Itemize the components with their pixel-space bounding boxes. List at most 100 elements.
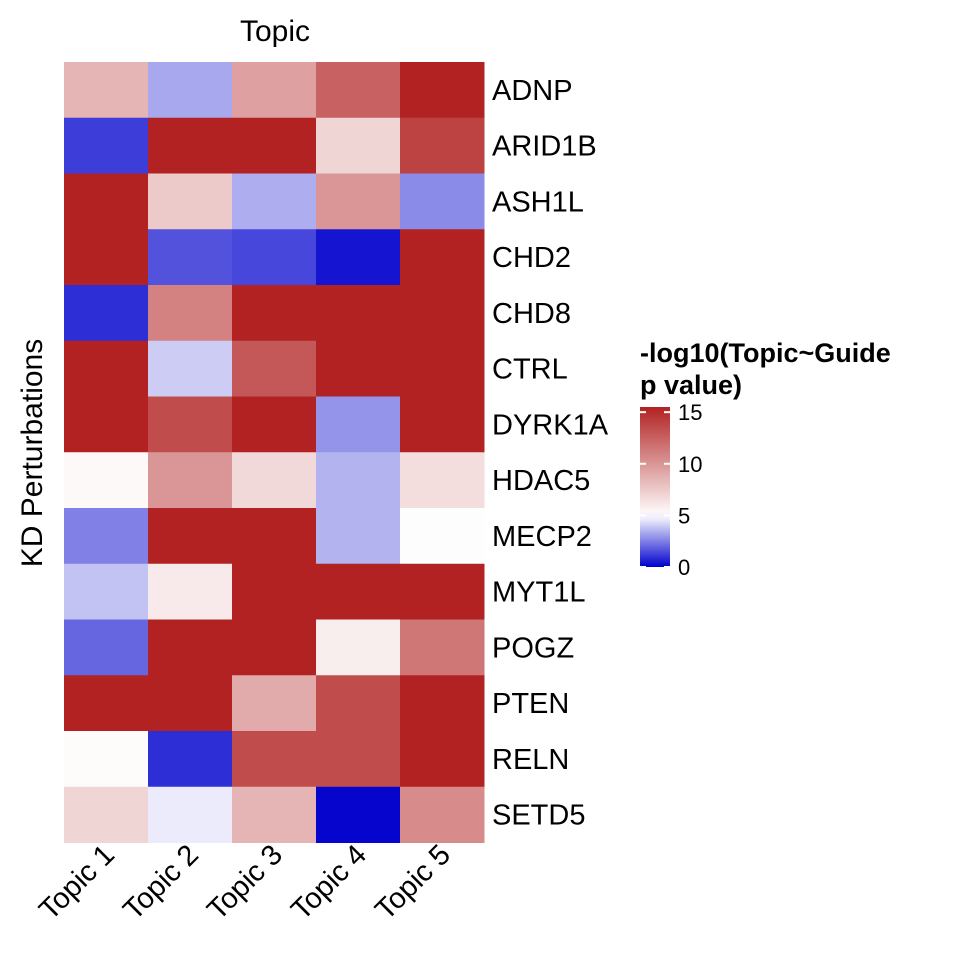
row-label: MECP2 — [492, 521, 592, 553]
legend-tick-label: 10 — [678, 452, 702, 477]
heatmap-cell — [64, 731, 149, 788]
y-axis-title: KD Perturbations — [16, 339, 49, 567]
heatmap-cell — [400, 117, 485, 174]
heatmap-cell — [232, 508, 317, 565]
column-label: Topic 5 — [369, 839, 457, 927]
heatmap-cell — [316, 396, 401, 453]
row-label: DYRK1A — [492, 409, 609, 441]
legend-title-line-2: p value) — [640, 370, 742, 400]
heatmap-cell — [316, 675, 401, 732]
legend-ticks: 0 5 10 15 — [640, 400, 702, 580]
heatmap-cell — [316, 731, 401, 788]
heatmap-cell — [148, 229, 233, 286]
heatmap-cell — [232, 786, 317, 843]
heatmap-cell — [232, 285, 317, 342]
heatmap-cell — [232, 117, 317, 174]
column-label: Topic 2 — [117, 839, 205, 927]
row-labels: ADNP ARID1B ASH1L CHD2 CHD8 CTRL DYRK1A HDAC5 ME… — [492, 75, 609, 832]
row-label: POGZ — [492, 632, 574, 664]
heatmap-cell — [64, 675, 149, 732]
row-label: CHD8 — [492, 298, 571, 330]
row-label: ADNP — [492, 75, 573, 107]
heatmap-cell — [148, 675, 233, 732]
heatmap-cell — [64, 563, 149, 620]
heatmap-cell — [316, 563, 401, 620]
heatmap-cell — [64, 62, 149, 119]
column-label: Topic 1 — [33, 839, 121, 927]
heatmap-cell — [148, 563, 233, 620]
heatmap-cell — [400, 229, 485, 286]
heatmap-cell — [316, 117, 401, 174]
heatmap-cell — [64, 285, 149, 342]
heatmap-cell — [148, 508, 233, 565]
legend-title-line-1: -log10(Topic~Guide — [640, 338, 891, 368]
heatmap-cell — [232, 229, 317, 286]
legend-tick-label: 0 — [678, 555, 690, 580]
heatmap-cell — [64, 619, 149, 676]
legend-gradient-bar — [640, 407, 670, 567]
heatmap-cell — [400, 452, 485, 509]
heatmap-cell — [400, 619, 485, 676]
heatmap-cell — [232, 452, 317, 509]
heatmap-cell — [232, 396, 317, 453]
heatmap-cell — [400, 563, 485, 620]
heatmap-cell — [148, 731, 233, 788]
heatmap-cell — [400, 62, 485, 119]
heatmap-cell — [232, 731, 317, 788]
heatmap-cell — [232, 173, 317, 230]
row-label: ASH1L — [492, 186, 584, 218]
color-legend: -log10(Topic~Guide p value) 0 5 10 15 — [640, 338, 891, 580]
column-label: Topic 4 — [285, 839, 373, 927]
heatmap-cell — [232, 340, 317, 397]
row-label: CTRL — [492, 354, 568, 386]
heatmap-cell — [232, 675, 317, 732]
heatmap-cell — [232, 619, 317, 676]
row-label: SETD5 — [492, 800, 585, 832]
heatmap-cell — [316, 229, 401, 286]
heatmap-cell — [148, 396, 233, 453]
row-label: MYT1L — [492, 577, 585, 609]
heatmap-cell — [316, 786, 401, 843]
column-label: Topic 3 — [201, 839, 289, 927]
heatmap-cell — [400, 173, 485, 230]
row-label: ARID1B — [492, 131, 597, 163]
heatmap-cell — [64, 340, 149, 397]
heatmap-cell — [148, 285, 233, 342]
heatmap-cell — [316, 62, 401, 119]
heatmap-cell — [64, 117, 149, 174]
heatmap-cell — [64, 396, 149, 453]
heatmap-cell — [64, 786, 149, 843]
heatmap-cell — [316, 285, 401, 342]
heatmap-cell — [400, 731, 485, 788]
heatmap-cell — [232, 62, 317, 119]
row-label: CHD2 — [492, 242, 571, 274]
heatmap-cell — [148, 340, 233, 397]
heatmap-cells — [64, 62, 485, 843]
heatmap-cell — [316, 452, 401, 509]
row-label: HDAC5 — [492, 465, 590, 497]
heatmap-cell — [316, 619, 401, 676]
heatmap-cell — [316, 508, 401, 565]
heatmap-cell — [400, 675, 485, 732]
heatmap-cell — [400, 285, 485, 342]
heatmap-cell — [64, 229, 149, 286]
heatmap-cell — [400, 508, 485, 565]
heatmap-cell — [316, 340, 401, 397]
heatmap-cell — [64, 452, 149, 509]
heatmap-cell — [232, 563, 317, 620]
legend-tick-label: 15 — [678, 400, 702, 425]
row-label: PTEN — [492, 688, 569, 720]
heatmap-cell — [148, 117, 233, 174]
legend-tick-label: 5 — [678, 503, 690, 528]
column-axis-title: Topic — [240, 15, 310, 48]
heatmap-cell — [316, 173, 401, 230]
row-label: RELN — [492, 744, 569, 776]
heatmap-cell — [400, 340, 485, 397]
heatmap-cell — [64, 173, 149, 230]
heatmap-cell — [400, 396, 485, 453]
legend-colorbar — [640, 407, 670, 567]
heatmap-cell — [400, 786, 485, 843]
heatmap-cell — [148, 452, 233, 509]
